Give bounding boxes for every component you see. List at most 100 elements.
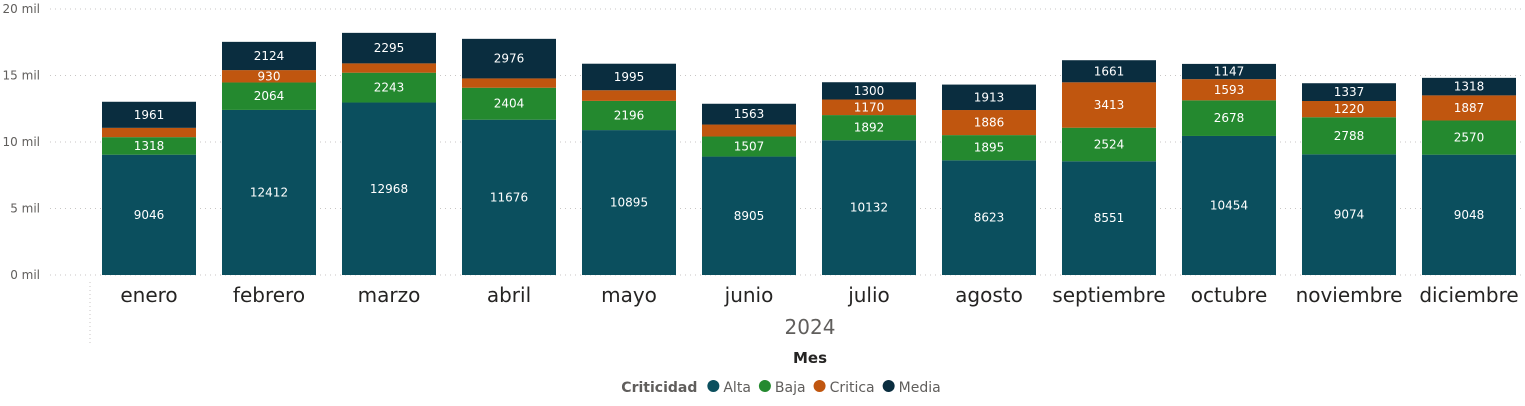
bar-segment-alta[interactable] bbox=[1182, 135, 1276, 275]
bar-segment-alta[interactable] bbox=[702, 156, 796, 275]
data-label: 10895 bbox=[610, 196, 648, 210]
x-tick-label: julio bbox=[847, 283, 890, 307]
bar-segment-baja[interactable] bbox=[1302, 117, 1396, 155]
data-label: 1886 bbox=[974, 116, 1005, 130]
bar-segment-baja[interactable] bbox=[1182, 100, 1276, 136]
x-tick-label: diciembre bbox=[1419, 283, 1518, 307]
bar-segment-media[interactable] bbox=[342, 32, 436, 64]
bar-segment-alta[interactable] bbox=[222, 109, 316, 275]
data-label: 3413 bbox=[1094, 98, 1125, 112]
data-label: 1220 bbox=[1334, 102, 1365, 116]
bar-segment-baja[interactable] bbox=[582, 100, 676, 131]
data-label: 9048 bbox=[1454, 208, 1485, 222]
data-label: 10454 bbox=[1210, 198, 1248, 212]
bar-segment-critica[interactable] bbox=[342, 63, 436, 73]
legend: Criticidad Alta Baja Critica Media bbox=[621, 380, 941, 396]
bar-segment-baja[interactable] bbox=[822, 115, 916, 141]
bar-segment-baja[interactable] bbox=[942, 135, 1036, 161]
bar-segment-media[interactable] bbox=[702, 103, 796, 125]
bar-segment-alta[interactable] bbox=[342, 102, 436, 275]
x-axis-title: Mes bbox=[793, 349, 827, 367]
data-label: 9074 bbox=[1334, 208, 1365, 222]
bar-segment-baja[interactable] bbox=[342, 72, 436, 103]
data-label: 1337 bbox=[1334, 85, 1365, 99]
y-tick-label: 20 mil bbox=[3, 2, 40, 16]
x-tick-label: noviembre bbox=[1296, 283, 1403, 307]
data-label: 1661 bbox=[1094, 64, 1125, 78]
x-tick-label: agosto bbox=[955, 283, 1023, 307]
bar-segment-media[interactable] bbox=[582, 63, 676, 91]
data-label: 8623 bbox=[974, 211, 1005, 225]
data-label: 8905 bbox=[734, 209, 765, 223]
bar-segment-critica[interactable] bbox=[822, 99, 916, 116]
bar-segment-alta[interactable] bbox=[102, 154, 196, 275]
bar-segment-baja[interactable] bbox=[102, 137, 196, 155]
bar-segment-alta[interactable] bbox=[942, 160, 1036, 275]
x-tick-label: marzo bbox=[358, 283, 421, 307]
legend-marker-alta bbox=[707, 380, 720, 392]
bar-segment-baja[interactable] bbox=[222, 82, 316, 110]
bar-segment-alta[interactable] bbox=[822, 140, 916, 275]
data-label: 12968 bbox=[370, 182, 408, 196]
bar-segment-critica[interactable] bbox=[1062, 82, 1156, 128]
bar-segment-media[interactable] bbox=[1062, 60, 1156, 83]
bar-segment-alta[interactable] bbox=[1422, 154, 1516, 275]
bar-segment-critica[interactable] bbox=[1302, 101, 1396, 118]
data-label: 2678 bbox=[1214, 111, 1245, 125]
data-label: 1961 bbox=[134, 108, 165, 122]
x-tick-label: febrero bbox=[233, 283, 305, 307]
data-label: 1563 bbox=[734, 107, 765, 121]
bar-segment-baja[interactable] bbox=[702, 136, 796, 157]
x-tick-label: junio bbox=[724, 283, 774, 307]
data-label: 2404 bbox=[494, 97, 525, 111]
bar-segment-critica[interactable] bbox=[1182, 79, 1276, 101]
data-label: 2524 bbox=[1094, 137, 1125, 151]
bar-segment-alta[interactable] bbox=[462, 119, 556, 275]
bar-segment-media[interactable] bbox=[102, 101, 196, 128]
y-tick-label: 15 mil bbox=[3, 69, 40, 83]
data-label: 2243 bbox=[374, 81, 405, 95]
bar-segment-critica[interactable] bbox=[1422, 95, 1516, 121]
bar-segment-critica[interactable] bbox=[102, 127, 196, 138]
bar-segment-critica[interactable] bbox=[702, 124, 796, 137]
legend-label-media[interactable]: Media bbox=[899, 380, 941, 396]
data-label: 1318 bbox=[1454, 80, 1485, 94]
x-tick-label: mayo bbox=[601, 283, 657, 307]
data-label: 1887 bbox=[1454, 101, 1485, 115]
bar-segment-media[interactable] bbox=[462, 38, 556, 79]
bar-segment-critica[interactable] bbox=[222, 70, 316, 83]
bar-segment-media[interactable] bbox=[1302, 83, 1396, 102]
data-label: 1913 bbox=[974, 90, 1005, 104]
bar-segment-media[interactable] bbox=[942, 84, 1036, 111]
bar-segment-baja[interactable] bbox=[1422, 120, 1516, 155]
data-label: 1895 bbox=[974, 141, 1005, 155]
legend-marker-critica bbox=[813, 380, 826, 392]
bar-segment-critica[interactable] bbox=[582, 90, 676, 101]
x-tick-label: abril bbox=[487, 283, 531, 307]
legend-label-alta[interactable]: Alta bbox=[723, 380, 751, 396]
data-label: 930 bbox=[258, 69, 281, 83]
bar-segment-media[interactable] bbox=[1422, 77, 1516, 96]
bar-segment-alta[interactable] bbox=[1062, 161, 1156, 275]
bar-segment-alta[interactable] bbox=[1302, 154, 1396, 275]
bar-segment-baja[interactable] bbox=[1062, 127, 1156, 162]
data-label: 2295 bbox=[374, 41, 405, 55]
bar-segment-media[interactable] bbox=[222, 41, 316, 71]
data-label: 2196 bbox=[614, 108, 645, 122]
data-label: 1995 bbox=[614, 70, 645, 84]
bar-segment-baja[interactable] bbox=[462, 87, 556, 120]
legend-marker-media bbox=[882, 380, 895, 392]
data-labels: 9046 1318 1961 12412 2064 930 2124 12968 2243 229… bbox=[134, 41, 1485, 225]
legend-label-baja[interactable]: Baja bbox=[775, 380, 806, 396]
bar-segment-critica[interactable] bbox=[462, 78, 556, 88]
data-label: 9046 bbox=[134, 208, 165, 222]
x-axis-ticks: enero febrero marzo abril mayo junio julio agos… bbox=[120, 283, 1518, 307]
bar-segment-critica[interactable] bbox=[942, 110, 1036, 136]
data-label: 2570 bbox=[1454, 131, 1485, 145]
data-label: 11676 bbox=[490, 190, 528, 204]
bar-segment-alta[interactable] bbox=[582, 130, 676, 275]
bar-segment-media[interactable] bbox=[1182, 63, 1276, 80]
bar-segment-media[interactable] bbox=[822, 82, 916, 100]
legend-label-critica[interactable]: Critica bbox=[830, 380, 875, 396]
